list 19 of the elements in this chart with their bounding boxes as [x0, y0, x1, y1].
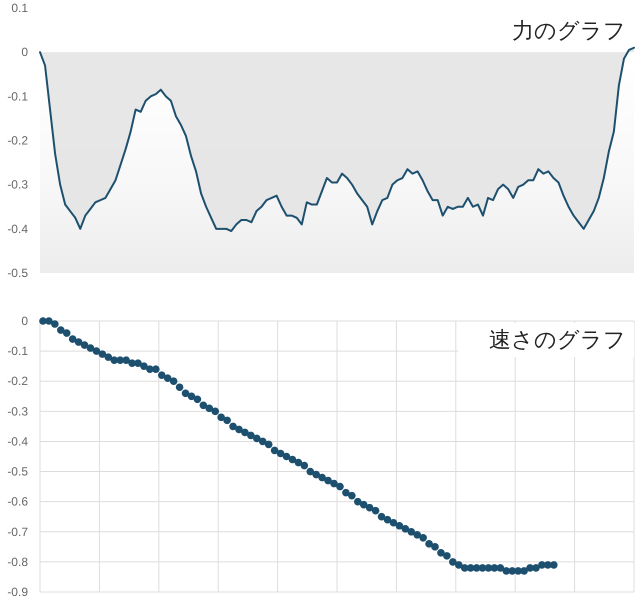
y-tick-label: -0.9 [7, 585, 28, 599]
text: 力のグラフ [512, 18, 626, 43]
y-tick-label: -0.1 [7, 89, 28, 104]
chart-title: 速さのグラフ [489, 327, 626, 352]
y-tick-label: -0.2 [7, 374, 28, 388]
y-tick-label: -0.1 [7, 344, 28, 358]
y-tick-label: 0 [21, 45, 28, 60]
y-tick-label: 0 [21, 314, 28, 328]
y-tick-label: -0.8 [7, 554, 28, 569]
y-tick-label: -0.5 [7, 464, 28, 479]
y-tick-label: -0.3 [7, 178, 28, 192]
y-tick-label: -0.4 [7, 222, 28, 236]
y-tick-label: -0.7 [7, 524, 28, 539]
y-tick-label: -0.2 [7, 134, 28, 148]
y-tick-label: 0.1 [11, 1, 28, 15]
y-tick-label: -0.5 [7, 266, 28, 280]
y-tick-label: -0.3 [7, 404, 28, 418]
y-tick-label: -0.4 [7, 434, 28, 448]
y-tick-label: -0.6 [7, 494, 28, 509]
